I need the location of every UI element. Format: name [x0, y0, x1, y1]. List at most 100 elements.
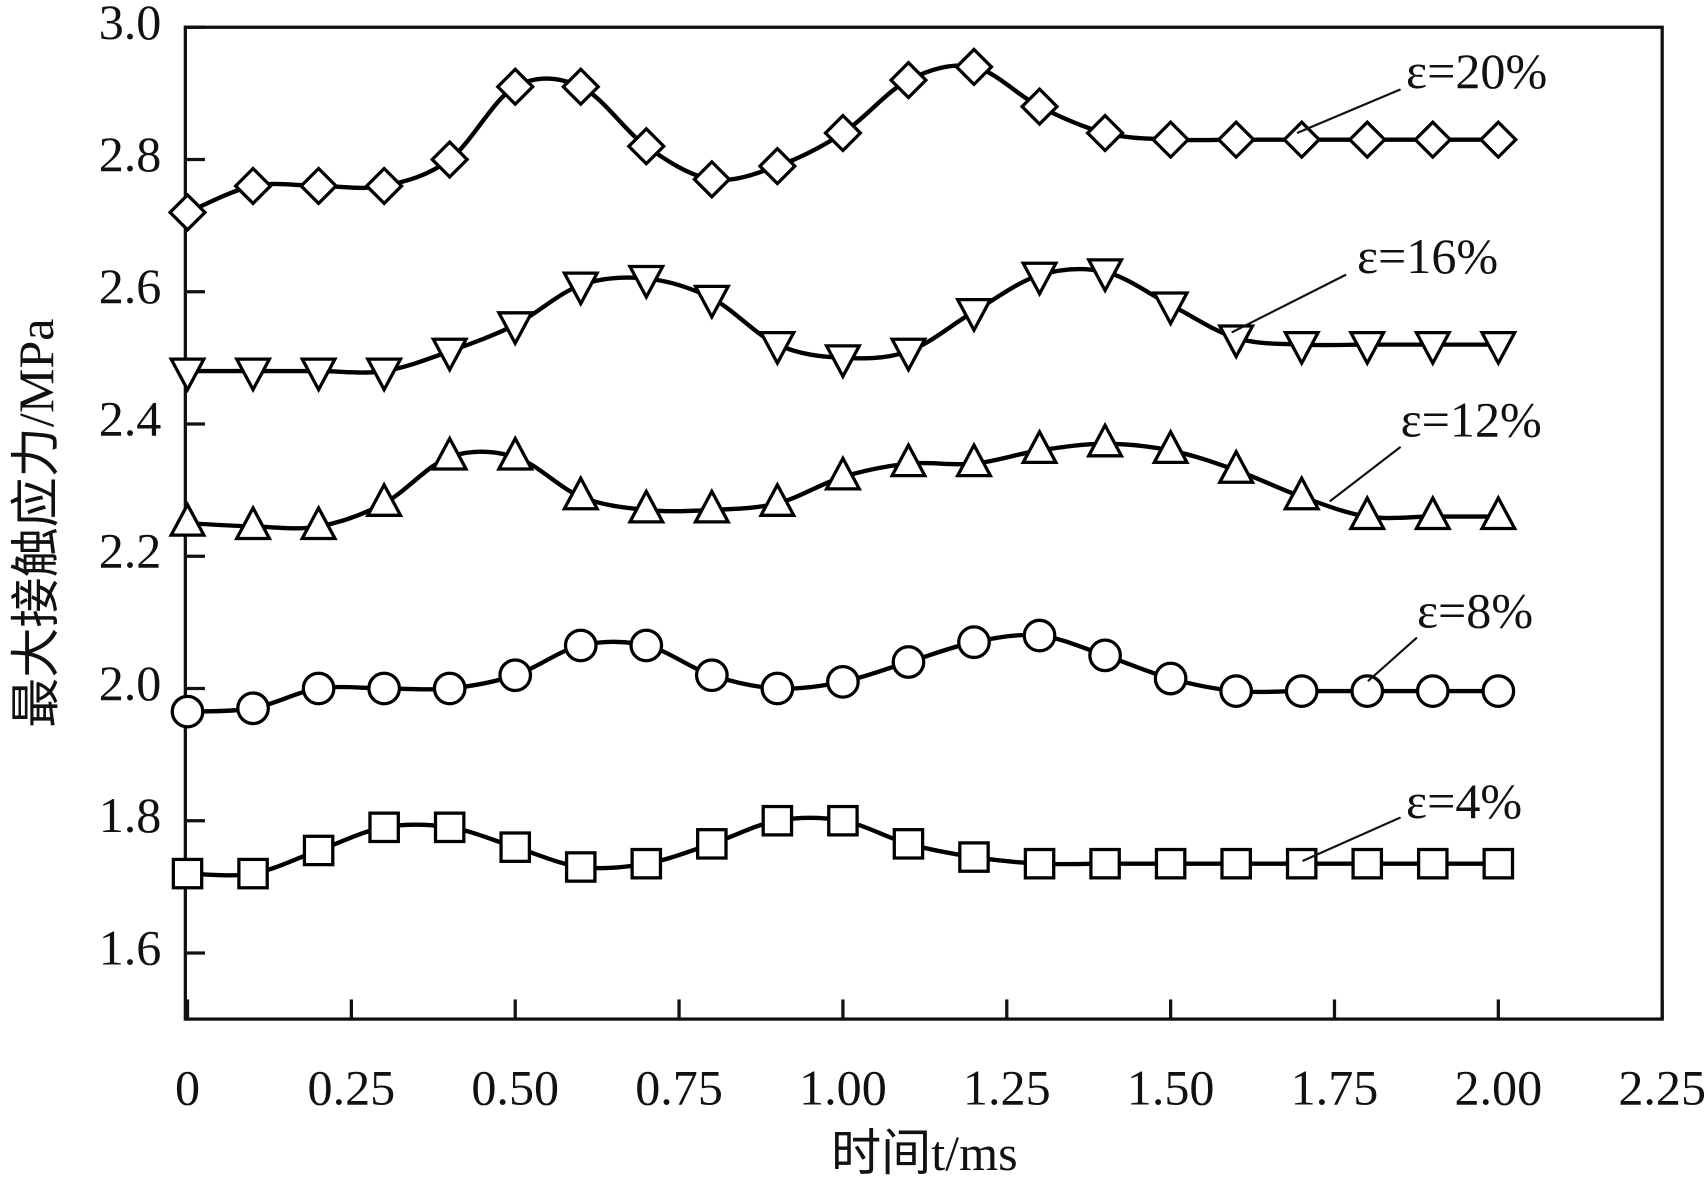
data-point: [1086, 258, 1125, 294]
data-point: [298, 166, 339, 206]
data-point: [1348, 331, 1387, 367]
data-point: [495, 67, 535, 107]
data-point: [1482, 847, 1515, 880]
x-tick-label: 0.25: [308, 1060, 396, 1116]
data-point: [1023, 847, 1056, 880]
data-point: [757, 146, 798, 186]
data-point: [692, 487, 731, 524]
data-point: [888, 60, 929, 100]
data-point: [365, 481, 404, 517]
data-point: [954, 297, 994, 334]
data-point: [433, 811, 466, 844]
data-point: [1217, 324, 1256, 361]
data-point: [1348, 494, 1387, 531]
x-tick-label: 0.50: [471, 1060, 559, 1116]
data-point: [694, 658, 729, 693]
data-point: [1022, 618, 1057, 653]
data-point: [1479, 331, 1518, 367]
y-tick-label: 3.0: [99, 0, 162, 50]
data-point: [168, 357, 207, 394]
data-point: [237, 857, 269, 890]
data-point: [499, 831, 532, 863]
data-point: [626, 126, 667, 167]
data-point: [958, 841, 990, 873]
x-tick-label: 2.00: [1454, 1060, 1542, 1116]
data-point: [1151, 291, 1190, 327]
data-point: [629, 628, 664, 663]
data-point: [823, 344, 862, 380]
data-point: [892, 828, 925, 860]
data-point: [168, 501, 207, 537]
data-point: [1282, 474, 1321, 511]
y-tick-label: 2.2: [99, 523, 162, 579]
data-point: [496, 311, 535, 347]
x-tick-label: 1.75: [1291, 1060, 1379, 1116]
series-label: ε=4%: [1406, 773, 1522, 829]
data-point: [827, 804, 859, 837]
data-point: [692, 159, 732, 200]
data-point: [430, 435, 469, 471]
data-point: [236, 691, 270, 726]
data-point: [823, 113, 863, 153]
x-tick-label: 1.00: [799, 1060, 887, 1116]
data-point: [696, 828, 728, 860]
data-point: [563, 628, 598, 663]
y-tick-label: 1.8: [99, 787, 162, 843]
data-point: [889, 441, 928, 478]
data-point: [299, 357, 338, 394]
data-point: [233, 357, 273, 394]
data-point: [1413, 119, 1453, 160]
x-tick-label: 0.75: [635, 1060, 723, 1116]
data-point: [1350, 674, 1385, 709]
data-point: [1481, 674, 1516, 709]
data-point: [630, 847, 663, 880]
data-point: [432, 671, 467, 706]
data-point: [1281, 119, 1322, 160]
data-point: [1413, 331, 1452, 367]
x-tick-label: 1.25: [963, 1060, 1051, 1116]
series-label: ε=16%: [1357, 228, 1498, 284]
y-tick-label: 2.0: [99, 655, 162, 711]
series-label: ε=8%: [1417, 582, 1533, 638]
label-leader: [1367, 636, 1418, 683]
data-point: [1219, 674, 1254, 709]
x-tick-label: 1.50: [1127, 1060, 1215, 1116]
data-point: [692, 284, 731, 321]
data-point: [1416, 847, 1449, 880]
data-point: [301, 671, 336, 706]
data-point: [889, 337, 928, 374]
data-point: [954, 47, 994, 87]
data-point: [1151, 428, 1190, 465]
series-label: ε=12%: [1401, 392, 1542, 448]
x-tick-label: 0: [175, 1060, 200, 1116]
data-point: [954, 441, 994, 478]
data-point: [302, 834, 335, 867]
data-point: [233, 504, 273, 541]
data-point: [761, 804, 794, 837]
data-point: [170, 694, 205, 729]
data-point: [1020, 428, 1059, 465]
data-point: [429, 139, 470, 180]
data-point: [430, 337, 469, 374]
data-point: [171, 857, 204, 890]
data-point: [1154, 847, 1187, 880]
data-point: [891, 645, 926, 679]
data-point: [233, 166, 273, 206]
y-tick-label: 2.4: [99, 390, 162, 446]
data-point: [561, 67, 601, 107]
series-label: ε=20%: [1406, 43, 1547, 99]
data-point: [1019, 86, 1060, 127]
data-point: [1479, 494, 1518, 531]
y-tick-label: 2.8: [99, 126, 162, 182]
data-point: [823, 454, 862, 491]
data-point: [1413, 494, 1452, 531]
data-point: [1351, 847, 1384, 880]
y-tick-label: 2.6: [99, 258, 162, 314]
x-axis-label: 时间t/ms: [831, 1125, 1018, 1181]
data-point: [1020, 261, 1059, 298]
data-point: [1216, 119, 1256, 160]
label-leader: [1231, 273, 1347, 334]
data-point: [1085, 113, 1125, 153]
x-tick-label: 2.25: [1618, 1060, 1706, 1116]
